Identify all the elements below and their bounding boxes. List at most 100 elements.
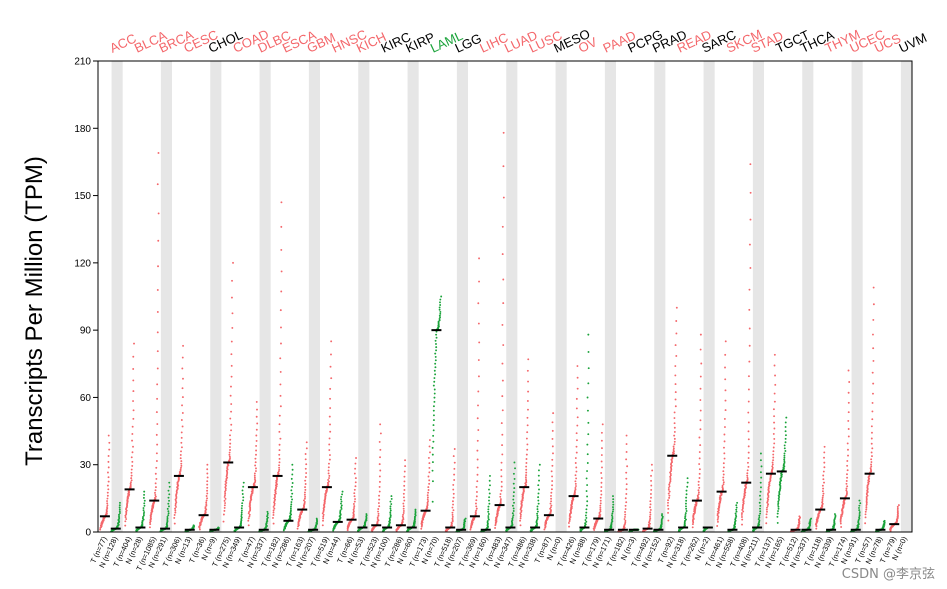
data-point xyxy=(576,424,579,427)
data-point xyxy=(527,358,530,361)
data-point xyxy=(741,523,743,526)
data-point xyxy=(108,448,111,451)
data-point xyxy=(131,439,134,442)
column-shade xyxy=(506,61,518,532)
data-point xyxy=(499,495,502,498)
data-point xyxy=(526,443,529,446)
data-point xyxy=(451,517,454,520)
data-point xyxy=(329,365,332,368)
data-point xyxy=(549,506,552,509)
data-point xyxy=(537,492,540,495)
data-point xyxy=(217,526,220,529)
data-point xyxy=(353,507,355,509)
data-point xyxy=(699,375,702,378)
data-point xyxy=(155,466,158,469)
data-point xyxy=(167,514,170,517)
data-point xyxy=(143,493,146,496)
data-point xyxy=(427,475,430,478)
data-point xyxy=(266,510,269,513)
data-point xyxy=(575,466,578,469)
data-point xyxy=(587,351,590,353)
data-point xyxy=(435,336,438,339)
data-point xyxy=(432,424,435,427)
y-tick-label: 90 xyxy=(80,326,92,337)
data-point xyxy=(205,504,208,507)
data-point xyxy=(847,411,850,414)
data-point xyxy=(330,377,333,380)
data-point xyxy=(322,515,325,518)
data-point xyxy=(722,462,725,465)
data-point xyxy=(148,526,151,529)
data-point xyxy=(340,504,343,507)
data-point xyxy=(432,440,435,443)
data-point xyxy=(865,503,868,506)
data-point xyxy=(133,342,135,345)
data-point xyxy=(846,476,849,479)
data-point xyxy=(724,353,727,356)
data-point xyxy=(574,480,577,483)
data-point xyxy=(767,503,770,506)
data-point xyxy=(327,472,330,475)
data-point xyxy=(248,515,251,518)
data-point xyxy=(389,513,392,515)
data-point xyxy=(698,463,701,466)
data-point xyxy=(253,476,256,479)
data-point xyxy=(747,451,750,454)
data-point xyxy=(167,512,170,515)
data-point xyxy=(772,456,775,459)
data-point xyxy=(439,310,442,313)
data-point xyxy=(475,499,478,502)
data-point xyxy=(403,470,406,473)
data-point xyxy=(229,417,232,420)
data-point xyxy=(255,415,258,418)
data-point xyxy=(403,475,406,478)
data-point xyxy=(741,507,744,510)
data-point xyxy=(648,518,651,521)
data-point xyxy=(179,457,182,460)
data-point xyxy=(181,396,184,399)
data-point xyxy=(747,400,750,403)
data-point xyxy=(272,522,275,525)
data-point xyxy=(329,407,332,409)
data-point xyxy=(883,519,886,522)
y-tick-label: 0 xyxy=(85,528,91,539)
data-point xyxy=(404,459,407,462)
data-point xyxy=(205,499,208,502)
data-point xyxy=(229,442,232,445)
data-point xyxy=(403,499,406,502)
data-point xyxy=(514,467,516,470)
data-point xyxy=(759,494,761,497)
data-point xyxy=(291,482,294,484)
data-point xyxy=(390,503,393,505)
data-point xyxy=(377,502,380,504)
data-point xyxy=(576,416,579,419)
data-point xyxy=(328,449,331,451)
data-point xyxy=(131,464,134,467)
data-point xyxy=(598,511,601,514)
data-point xyxy=(846,442,849,445)
data-point xyxy=(228,446,231,448)
data-point xyxy=(254,479,257,482)
data-point xyxy=(600,481,603,484)
data-point xyxy=(494,527,497,529)
data-point xyxy=(538,479,540,482)
data-point xyxy=(525,453,528,456)
data-point xyxy=(519,519,522,522)
data-point xyxy=(784,426,787,428)
data-point xyxy=(181,387,184,390)
data-point xyxy=(698,451,701,453)
data-point xyxy=(154,494,157,496)
data-point xyxy=(746,476,749,479)
data-point xyxy=(784,430,787,433)
data-point xyxy=(661,513,663,516)
data-point xyxy=(248,513,251,516)
data-point xyxy=(205,503,208,506)
data-point xyxy=(279,383,282,386)
data-point xyxy=(107,434,110,437)
data-point xyxy=(230,403,233,405)
data-point xyxy=(685,489,688,492)
data-point xyxy=(846,469,849,472)
data-point xyxy=(759,512,762,515)
data-point xyxy=(512,495,515,497)
watermark: CSDN @李京弦 xyxy=(842,566,935,582)
